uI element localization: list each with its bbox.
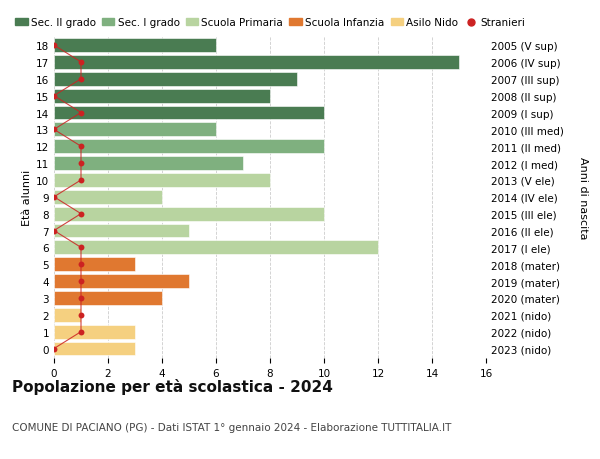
Point — [76, 312, 86, 319]
Bar — [54, 325, 135, 339]
Legend: Sec. II grado, Sec. I grado, Scuola Primaria, Scuola Infanzia, Asilo Nido, Stran: Sec. II grado, Sec. I grado, Scuola Prim… — [15, 18, 525, 28]
Bar — [54, 106, 324, 120]
Point — [76, 278, 86, 285]
Bar — [54, 190, 162, 204]
Bar — [54, 241, 378, 255]
Bar — [54, 39, 216, 53]
Bar — [54, 342, 135, 356]
Text: COMUNE DI PACIANO (PG) - Dati ISTAT 1° gennaio 2024 - Elaborazione TUTTITALIA.IT: COMUNE DI PACIANO (PG) - Dati ISTAT 1° g… — [12, 422, 451, 432]
Point — [76, 143, 86, 151]
Point — [49, 345, 59, 353]
Bar — [54, 308, 81, 322]
Point — [49, 126, 59, 134]
Point — [76, 177, 86, 184]
Point — [49, 42, 59, 50]
Point — [76, 76, 86, 83]
Bar — [54, 207, 324, 221]
Bar — [54, 224, 189, 238]
Bar — [54, 291, 162, 305]
Bar — [54, 174, 270, 187]
Point — [76, 211, 86, 218]
Point — [49, 93, 59, 100]
Bar — [54, 90, 270, 103]
Point — [76, 295, 86, 302]
Bar — [54, 274, 189, 288]
Point — [76, 59, 86, 67]
Text: Popolazione per età scolastica - 2024: Popolazione per età scolastica - 2024 — [12, 379, 333, 395]
Point — [76, 110, 86, 117]
Point — [76, 261, 86, 269]
Point — [49, 194, 59, 201]
Bar — [54, 123, 216, 137]
Point — [76, 160, 86, 168]
Point — [76, 328, 86, 336]
Bar — [54, 258, 135, 272]
Bar — [54, 73, 297, 86]
Bar — [54, 140, 324, 154]
Bar — [54, 157, 243, 171]
Point — [49, 227, 59, 235]
Point — [76, 244, 86, 252]
Bar — [54, 56, 459, 70]
Y-axis label: Anni di nascita: Anni di nascita — [578, 156, 587, 239]
Y-axis label: Età alunni: Età alunni — [22, 169, 32, 225]
